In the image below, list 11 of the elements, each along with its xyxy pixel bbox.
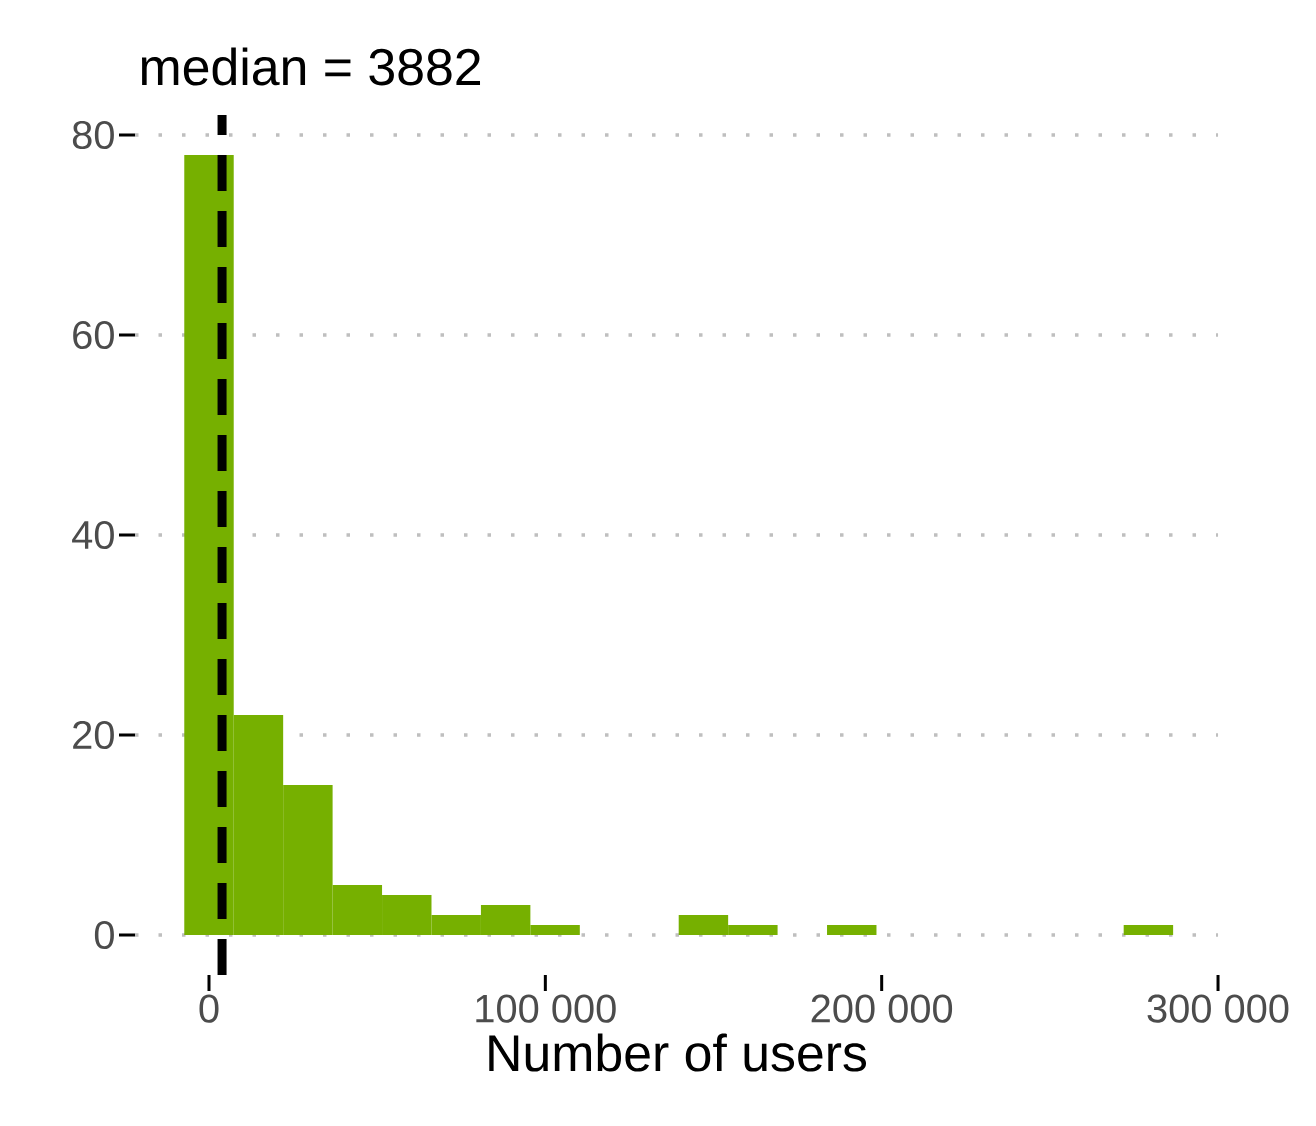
- x-tick-label: 200 000: [811, 994, 953, 1023]
- y-tick-label: 20: [73, 720, 114, 750]
- y-tick-label: 40: [72, 520, 114, 550]
- chart-title: median = 3882: [141, 47, 481, 86]
- y-tick-label: 60: [73, 320, 114, 350]
- x-tick-label: 100 000: [476, 994, 616, 1023]
- x-tick-label: 300 000: [1147, 994, 1289, 1023]
- x-axis-title: Number of users: [489, 1033, 867, 1072]
- x-tick-label: 0: [199, 994, 219, 1023]
- y-tick-label: 0: [94, 920, 114, 950]
- y-tick-label: 80: [72, 120, 114, 150]
